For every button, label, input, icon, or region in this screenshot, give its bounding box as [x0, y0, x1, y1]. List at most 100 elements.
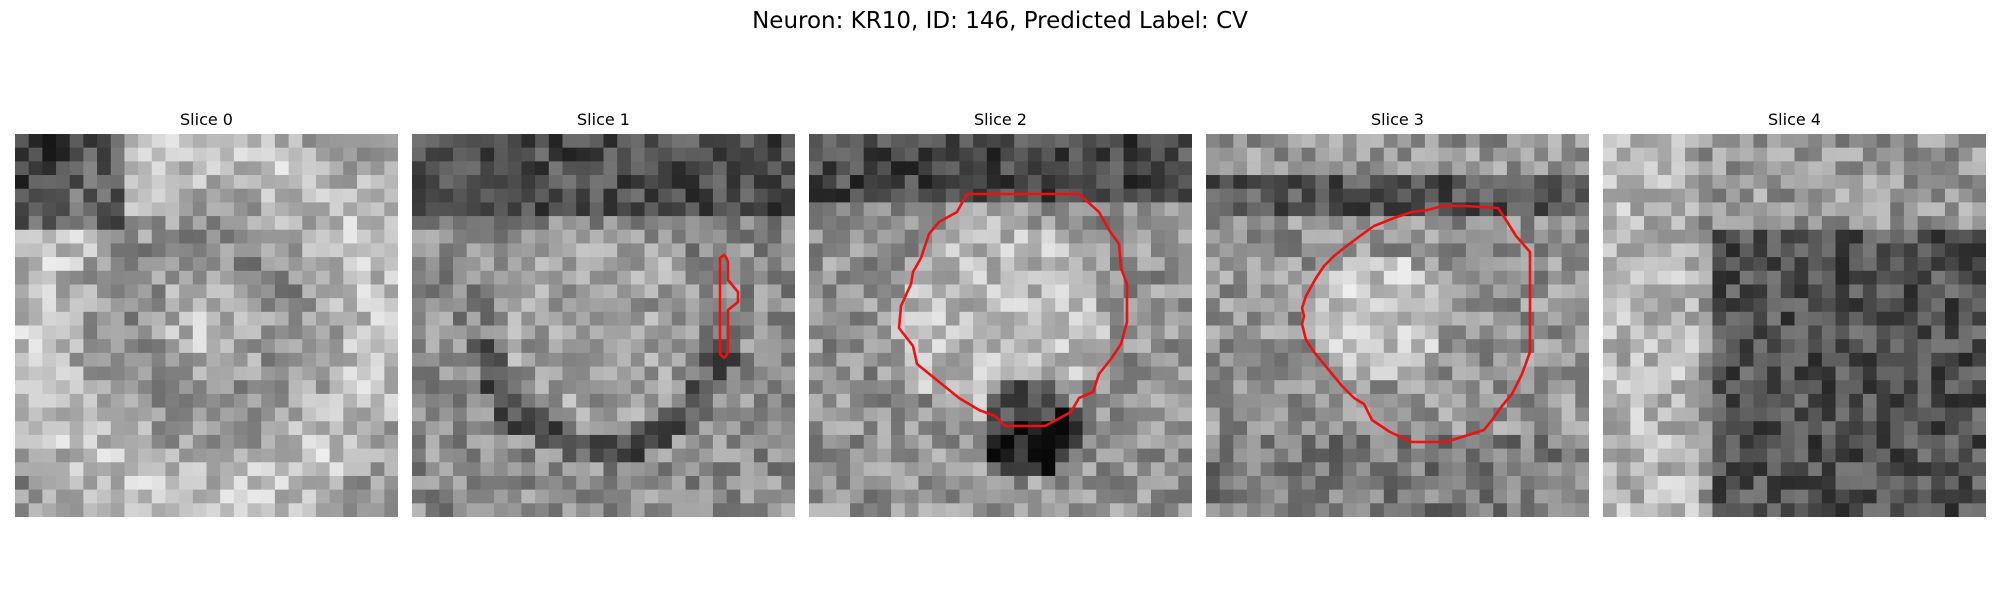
image-pixel: [1082, 311, 1097, 327]
image-pixel: [1972, 147, 1986, 162]
image-pixel: [589, 434, 605, 450]
image-pixel: [1027, 298, 1043, 313]
image-pixel: [1862, 270, 1878, 286]
image-pixel: [233, 421, 249, 436]
image-pixel: [288, 270, 303, 286]
image-pixel: [179, 188, 194, 203]
image-pixel: [261, 147, 276, 162]
image-pixel: [1944, 366, 1960, 381]
image-pixel: [1506, 243, 1522, 258]
image-pixel: [809, 352, 824, 368]
image-pixel: [480, 366, 495, 381]
image-pixel: [1479, 352, 1494, 368]
image-pixel: [589, 284, 605, 299]
image-pixel: [206, 339, 221, 354]
image-pixel: [891, 407, 906, 422]
image-pixel: [973, 188, 988, 203]
image-pixel: [1520, 188, 1535, 203]
image-pixel: [83, 352, 98, 368]
image-pixel: [630, 380, 646, 395]
image-pixel: [1342, 325, 1358, 340]
image-pixel: [83, 284, 98, 299]
image-pixel: [1356, 257, 1371, 272]
image-pixel: [1780, 325, 1796, 340]
image-pixel: [56, 284, 71, 299]
image-pixel: [1178, 434, 1192, 450]
image-pixel: [767, 325, 782, 340]
image-pixel: [233, 503, 249, 517]
image-pixel: [1438, 270, 1453, 286]
image-pixel: [356, 421, 372, 436]
image-pixel: [589, 352, 605, 368]
image-pixel: [671, 257, 687, 272]
image-pixel: [589, 421, 605, 436]
image-pixel: [863, 352, 878, 368]
image-pixel: [535, 489, 550, 504]
image-pixel: [1890, 325, 1905, 340]
image-pixel: [1452, 134, 1467, 149]
image-pixel: [97, 229, 112, 245]
image-pixel: [288, 380, 303, 395]
image-pixel: [767, 462, 782, 477]
image-pixel: [425, 462, 440, 477]
image-pixel: [548, 270, 564, 286]
image-pixel: [28, 257, 43, 272]
image-pixel: [56, 325, 71, 340]
image-pixel: [1821, 503, 1837, 517]
image-pixel: [1547, 311, 1563, 327]
image-pixel: [1671, 407, 1686, 422]
image-pixel: [904, 202, 920, 217]
image-pixel: [1178, 489, 1192, 504]
image-pixel: [1479, 216, 1494, 231]
image-pixel: [247, 188, 262, 203]
image-pixel: [288, 188, 303, 203]
image-pixel: [315, 161, 331, 176]
image-pixel: [1123, 175, 1138, 190]
image-pixel: [1370, 462, 1385, 477]
image-pixel: [1465, 229, 1481, 245]
image-pixel: [959, 257, 974, 272]
image-pixel: [69, 284, 84, 299]
image-pixel: [753, 407, 769, 422]
image-pixel: [1082, 257, 1097, 272]
image-pixel: [1712, 393, 1727, 409]
image-pixel: [1808, 462, 1823, 477]
image-pixel: [1534, 421, 1549, 436]
image-pixel: [535, 380, 550, 395]
image-pixel: [1794, 188, 1809, 203]
image-pixel: [1794, 216, 1809, 231]
image-pixel: [206, 188, 221, 203]
image-pixel: [233, 380, 249, 395]
image-pixel: [15, 298, 30, 313]
image-pixel: [1767, 216, 1782, 231]
image-pixel: [781, 407, 795, 422]
image-pixel: [877, 352, 892, 368]
image-pixel: [480, 462, 495, 477]
image-pixel: [138, 407, 153, 422]
image-pixel: [932, 489, 947, 504]
image-pixel: [1917, 229, 1932, 245]
image-pixel: [548, 284, 564, 299]
image-pixel: [1862, 243, 1878, 258]
image-pixel: [1958, 475, 1973, 491]
image-pixel: [1726, 339, 1741, 354]
image-pixel: [1438, 475, 1453, 491]
image-pixel: [220, 462, 235, 477]
image-pixel: [315, 257, 331, 272]
image-pixel: [1123, 257, 1138, 272]
image-pixel: [1452, 311, 1467, 327]
image-pixel: [658, 407, 673, 422]
image-pixel: [850, 421, 865, 436]
image-pixel: [1876, 216, 1891, 231]
image-pixel: [644, 298, 659, 313]
image-pixel: [521, 366, 536, 381]
image-pixel: [1329, 147, 1344, 162]
image-pixel: [1370, 270, 1385, 286]
image-pixel: [617, 284, 632, 299]
image-pixel: [1137, 352, 1152, 368]
image-pixel: [220, 339, 235, 354]
image-pixel: [69, 298, 84, 313]
image-pixel: [288, 393, 303, 409]
image-pixel: [973, 161, 988, 176]
image-pixel: [1972, 421, 1986, 436]
